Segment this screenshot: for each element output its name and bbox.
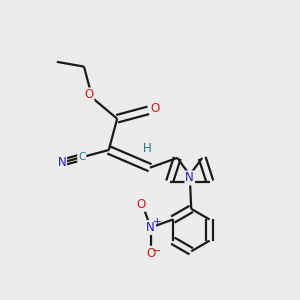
Text: +: + [153, 217, 161, 227]
Text: N: N [185, 172, 194, 184]
Text: H: H [143, 142, 152, 155]
Text: O: O [146, 247, 155, 260]
Text: O: O [150, 102, 160, 116]
Text: O: O [84, 88, 93, 101]
Text: N: N [57, 156, 66, 169]
Text: O: O [136, 198, 146, 211]
Text: C: C [78, 152, 85, 162]
Text: N: N [146, 221, 155, 234]
Text: −: − [152, 246, 161, 256]
